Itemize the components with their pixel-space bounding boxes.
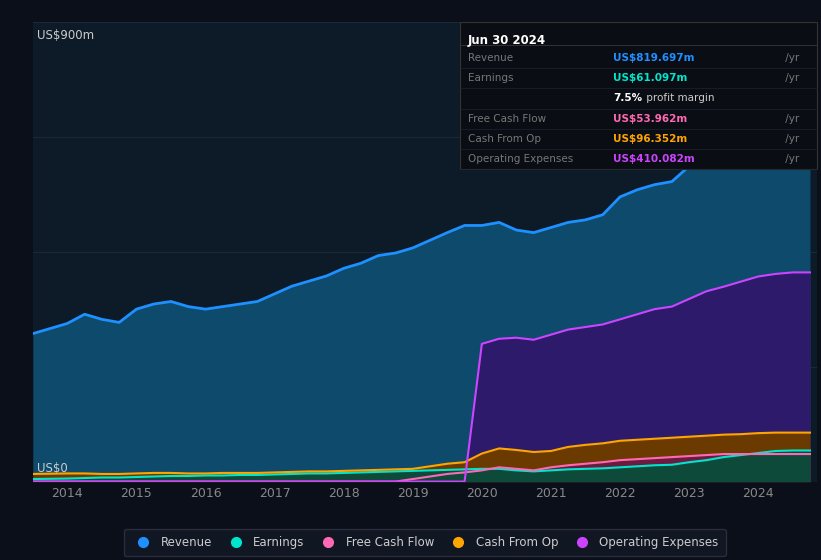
Legend: Revenue, Earnings, Free Cash Flow, Cash From Op, Operating Expenses: Revenue, Earnings, Free Cash Flow, Cash … [124, 529, 726, 556]
Bar [460, 22, 817, 169]
Text: /yr: /yr [782, 114, 799, 124]
Text: US$0: US$0 [37, 461, 67, 475]
Text: /yr: /yr [782, 53, 799, 63]
Text: US$61.097m: US$61.097m [613, 73, 687, 83]
Text: /yr: /yr [782, 154, 799, 164]
Text: US$96.352m: US$96.352m [613, 134, 687, 144]
Text: Cash From Op: Cash From Op [468, 134, 541, 144]
Text: /yr: /yr [782, 134, 799, 144]
Text: US$819.697m: US$819.697m [613, 53, 695, 63]
Text: Free Cash Flow: Free Cash Flow [468, 114, 546, 124]
Text: US$53.962m: US$53.962m [613, 114, 687, 124]
Text: Jun 30 2024: Jun 30 2024 [468, 34, 546, 47]
Text: Operating Expenses: Operating Expenses [468, 154, 573, 164]
Text: /yr: /yr [782, 73, 799, 83]
Text: profit margin: profit margin [643, 94, 714, 104]
Text: 7.5%: 7.5% [613, 94, 642, 104]
Text: US$410.082m: US$410.082m [613, 154, 695, 164]
Text: US$900m: US$900m [37, 29, 94, 43]
Text: Revenue: Revenue [468, 53, 513, 63]
Text: Earnings: Earnings [468, 73, 513, 83]
